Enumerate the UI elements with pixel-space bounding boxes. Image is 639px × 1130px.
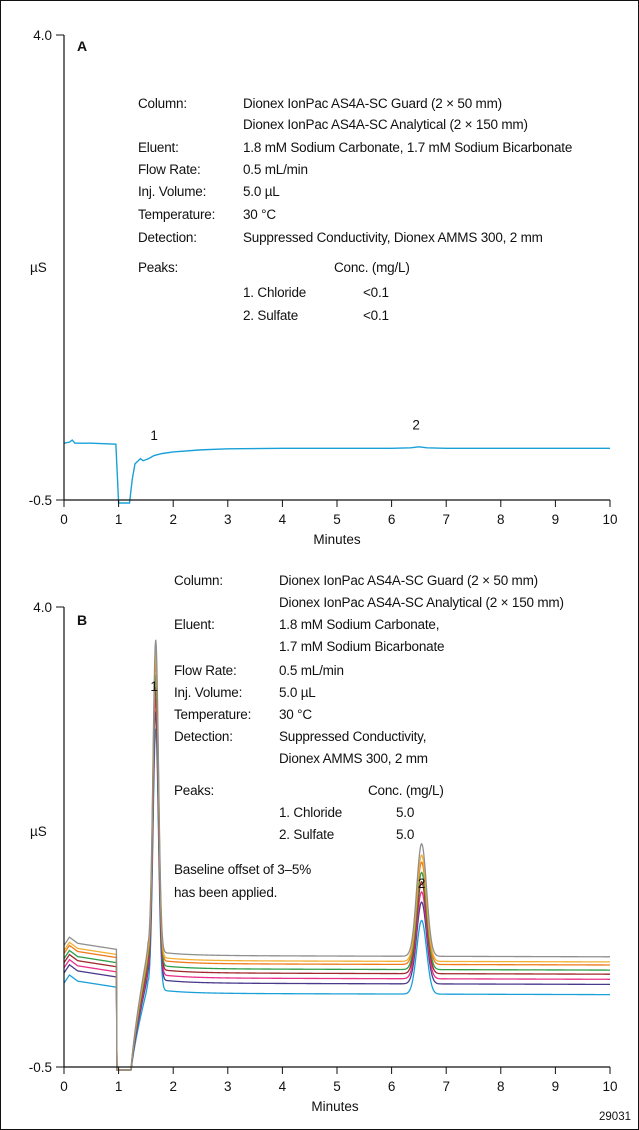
panel-b-cond-label-column: Column: bbox=[174, 573, 223, 588]
panel-b-cond-value-column-2: Dionex IonPac AS4A-SC Analytical (2 × 15… bbox=[279, 595, 564, 610]
panel-b-peak-conc-2: 5.0 bbox=[396, 827, 414, 842]
panel-b-cond-label-flow-rate: Flow Rate: bbox=[174, 663, 237, 678]
panel-a-peak-conc-2: <0.1 bbox=[363, 308, 389, 323]
x-tick-label: 2 bbox=[169, 512, 177, 527]
x-tick-label: 6 bbox=[388, 1079, 396, 1094]
chromatogram-trace bbox=[63, 728, 610, 1071]
panel-a-cond-label-flow-rate: Flow Rate: bbox=[138, 162, 201, 177]
chromatogram-trace bbox=[63, 652, 611, 1071]
panel-a-cond-label-eluent: Eluent: bbox=[138, 140, 179, 155]
panel-a-peak-labels: 12 bbox=[150, 418, 420, 443]
panel-a-letter: A bbox=[77, 38, 87, 54]
x-tick-label: 9 bbox=[552, 512, 560, 527]
panel-a-y-axis-label: µS bbox=[30, 260, 47, 275]
panel-b-note-line-1: Baseline offset of 3–5% bbox=[174, 862, 311, 877]
panel-a-peak-conc-1: <0.1 bbox=[363, 285, 389, 300]
panel-a-conditions: Column: Dionex IonPac AS4A-SC Guard (2 ×… bbox=[138, 96, 572, 323]
panel-b-cond-label-inj-volume: Inj. Volume: bbox=[174, 685, 242, 700]
chromatogram-trace bbox=[63, 639, 610, 1071]
panel-a-cond-value-flow-rate: 0.5 mL/min bbox=[243, 162, 308, 177]
x-tick-label: 10 bbox=[602, 512, 617, 527]
panel-b-peak-name-1: 1. Chloride bbox=[279, 805, 342, 820]
panel-b-note-line-2: has been applied. bbox=[174, 885, 277, 900]
panel-b-conditions: Column: Dionex IonPac AS4A-SC Guard (2 ×… bbox=[174, 573, 564, 900]
panel-b-series bbox=[63, 639, 611, 1071]
panel-b-cond-value-detection-2: Dionex AMMS 300, 2 mm bbox=[279, 751, 428, 766]
panel-b-x-axis-label: Minutes bbox=[311, 1099, 359, 1114]
x-tick-label: 2 bbox=[169, 1079, 177, 1094]
x-tick-label: 0 bbox=[60, 1079, 68, 1094]
panel-a-cond-label-column: Column: bbox=[138, 96, 187, 111]
panel-b-cond-value-eluent-1: 1.8 mM Sodium Carbonate, bbox=[279, 617, 439, 632]
panel-a-y-tick-label-bottom: -0.5 bbox=[29, 493, 52, 508]
peak-number-label: 2 bbox=[418, 876, 426, 891]
x-tick-label: 4 bbox=[279, 512, 287, 527]
panel-b-y-axis-label: µS bbox=[30, 824, 47, 839]
x-tick-label: 5 bbox=[333, 1079, 341, 1094]
panel-b-cond-value-detection-1: Suppressed Conductivity, bbox=[279, 729, 426, 744]
panel-b-cond-value-eluent-2: 1.7 mM Sodium Bicarbonate bbox=[279, 639, 444, 654]
panel-a-conc-header: Conc. (mg/L) bbox=[334, 260, 410, 275]
panel-a: 0 1 2 3 4 5 6 7 8 9 10 4.0 -0.5 µS Minutes A Colum… bbox=[29, 28, 618, 547]
x-tick-label: 4 bbox=[279, 1079, 287, 1094]
panel-a-cond-value-column-2: Dionex IonPac AS4A-SC Analytical (2 × 15… bbox=[243, 117, 528, 132]
x-tick-label: 0 bbox=[60, 512, 68, 527]
panel-b-y-tick-label-bottom: -0.5 bbox=[29, 1060, 52, 1075]
panel-b-cond-value-temperature: 30 °C bbox=[279, 707, 312, 722]
panel-a-peak-name-2: 2. Sulfate bbox=[243, 308, 298, 323]
panel-a-cond-value-column-1: Dionex IonPac AS4A-SC Guard (2 × 50 mm) bbox=[243, 96, 502, 111]
figure-number: 29031 bbox=[599, 1111, 631, 1123]
x-tick-label: 7 bbox=[442, 512, 450, 527]
panel-a-series bbox=[63, 439, 610, 504]
panel-a-peaks-label: Peaks: bbox=[138, 260, 178, 275]
chromatogram-trace bbox=[63, 686, 610, 1071]
panel-a-cond-value-temperature: 30 °C bbox=[243, 207, 276, 222]
x-tick-label: 10 bbox=[602, 1079, 617, 1094]
panel-b-cond-value-column-1: Dionex IonPac AS4A-SC Guard (2 × 50 mm) bbox=[279, 573, 538, 588]
panel-a-cond-value-inj-volume: 5.0 µL bbox=[243, 184, 280, 199]
panel-b-conc-header: Conc. (mg/L) bbox=[368, 783, 444, 798]
panel-b-peak-conc-1: 5.0 bbox=[396, 805, 414, 820]
panel-a-cond-value-detection: Suppressed Conductivity, Dionex AMMS 300… bbox=[243, 230, 543, 245]
panel-a-y-tick-label-top: 4.0 bbox=[33, 28, 52, 43]
peak-number-label: 2 bbox=[412, 418, 420, 433]
panel-b-cond-label-temperature: Temperature: bbox=[174, 707, 251, 722]
panel-b-peaks-label: Peaks: bbox=[174, 783, 214, 798]
panel-a-cond-label-detection: Detection: bbox=[138, 230, 197, 245]
peak-number-label: 1 bbox=[150, 679, 158, 694]
panel-b: 0 1 2 3 4 5 6 7 8 9 10 4.0 -0.5 µS Minutes B Colum… bbox=[29, 573, 618, 1114]
x-tick-label: 9 bbox=[552, 1079, 560, 1094]
panel-a-x-axis-label: Minutes bbox=[313, 532, 361, 547]
panel-b-cond-value-inj-volume: 5.0 µL bbox=[279, 685, 316, 700]
x-tick-label: 8 bbox=[497, 1079, 505, 1094]
peak-number-label: 1 bbox=[150, 428, 158, 443]
x-tick-label: 1 bbox=[115, 1079, 123, 1094]
x-tick-label: 3 bbox=[224, 1079, 232, 1094]
panel-b-peak-name-2: 2. Sulfate bbox=[279, 827, 334, 842]
panel-a-x-ticks: 0 1 2 3 4 5 6 7 8 9 10 bbox=[60, 500, 618, 527]
panel-b-cond-value-flow-rate: 0.5 mL/min bbox=[279, 663, 344, 678]
x-tick-label: 8 bbox=[497, 512, 505, 527]
panel-b-peak-labels: 12 bbox=[150, 679, 425, 891]
x-tick-label: 5 bbox=[333, 512, 341, 527]
chromatogram-trace bbox=[63, 439, 610, 504]
x-tick-label: 7 bbox=[442, 1079, 450, 1094]
panel-a-cond-label-temperature: Temperature: bbox=[138, 207, 215, 222]
panel-a-cond-value-eluent: 1.8 mM Sodium Carbonate, 1.7 mM Sodium B… bbox=[243, 140, 572, 155]
x-tick-label: 1 bbox=[115, 512, 123, 527]
panel-b-y-tick-label-top: 4.0 bbox=[33, 600, 52, 615]
panel-a-cond-label-inj-volume: Inj. Volume: bbox=[138, 184, 206, 199]
panel-b-cond-label-detection: Detection: bbox=[174, 729, 233, 744]
x-tick-label: 3 bbox=[224, 512, 232, 527]
panel-b-x-ticks: 0 1 2 3 4 5 6 7 8 9 10 bbox=[60, 1067, 618, 1094]
panel-a-peak-name-1: 1. Chloride bbox=[243, 285, 306, 300]
panel-b-cond-label-eluent: Eluent: bbox=[174, 617, 215, 632]
x-tick-label: 6 bbox=[388, 512, 396, 527]
chromatogram-trace bbox=[63, 661, 610, 1071]
panel-b-letter: B bbox=[77, 612, 87, 628]
